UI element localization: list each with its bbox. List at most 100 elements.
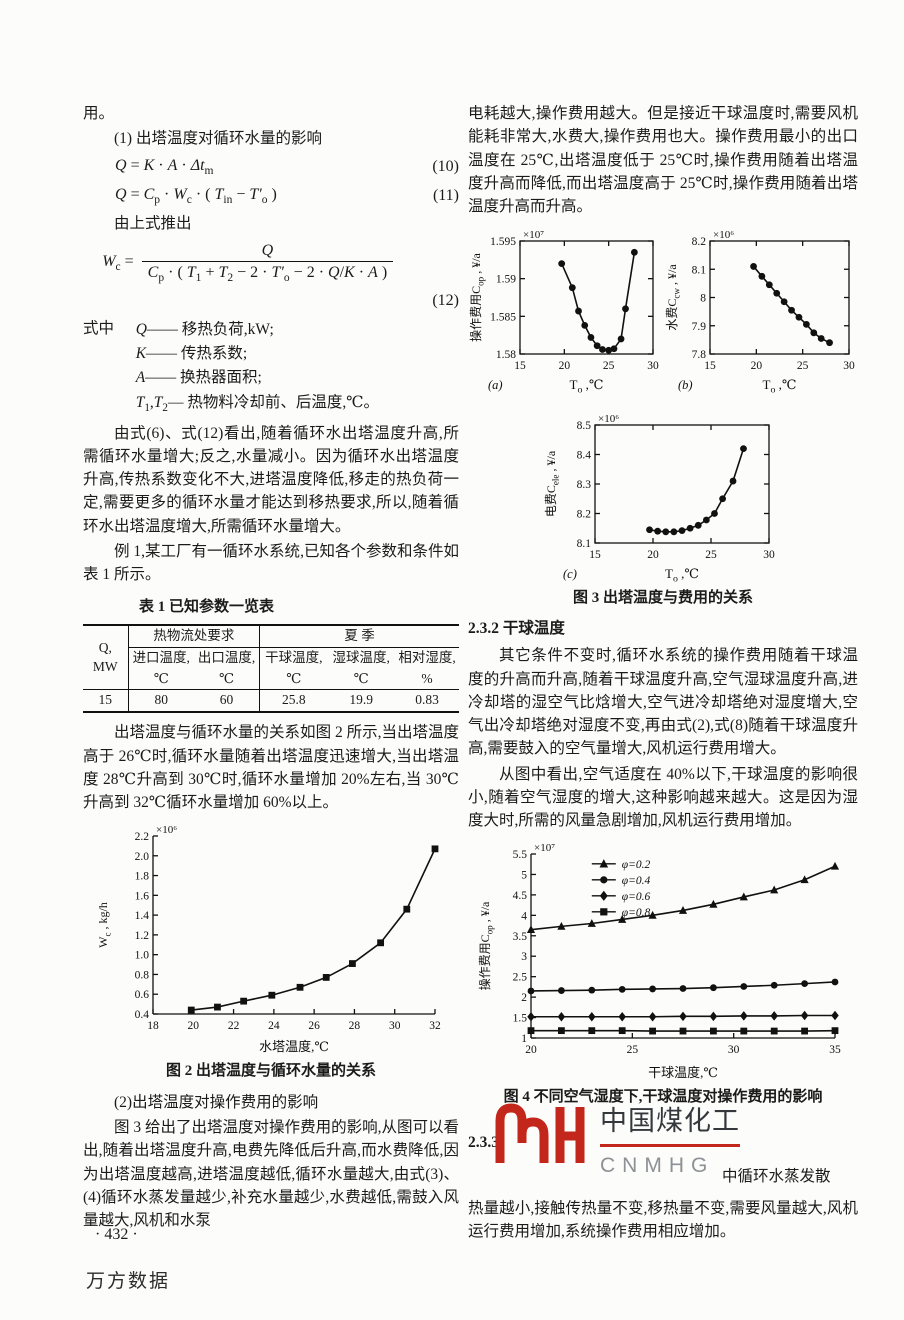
table-cell: 19.9 [349, 692, 374, 708]
figure-2-chart: 18 20 22 24 26 28 30 32 0.4 0.6 0.8 1.0 1.2 1.4 1.6 1.8… [83, 820, 459, 1058]
svg-text:8.2: 8.2 [577, 508, 592, 520]
paragraph: 例 1,某工厂有一循环水系统,已知各个参数和条件如表 1 所示。 [83, 542, 459, 584]
paragraph: 图 3 给出了出塔温度对操作费用的影响,从图可以看出,随着出塔温度升高,电费先降… [83, 1119, 459, 1230]
svg-text:To ,℃: To ,℃ [665, 566, 699, 585]
svg-text:3.5: 3.5 [513, 931, 528, 943]
table-unit: ℃ [193, 668, 261, 691]
svg-text:2: 2 [521, 992, 527, 1004]
svg-text:干球温度,℃: 干球温度,℃ [648, 1065, 718, 1080]
svg-text:5.5: 5.5 [513, 849, 528, 861]
coal-chem-logo-icon [495, 1103, 585, 1163]
svg-text:×10⁶: ×10⁶ [713, 229, 734, 241]
equation-10-body: Q = K · A · Δtm [115, 156, 214, 177]
equation-12: Wc = Q Cp · ( T1 + T2 − 2 · T′o − 2 · Q/… [102, 240, 459, 313]
svg-text:×10⁶: ×10⁶ [598, 413, 619, 425]
svg-text:4: 4 [521, 911, 527, 923]
where-label: 式中 [83, 319, 115, 337]
svg-text:20: 20 [647, 549, 659, 561]
svg-text:8.4: 8.4 [577, 449, 592, 461]
svg-text:20: 20 [751, 360, 763, 372]
section-heading-232: 2.3.2 干球温度 [468, 620, 565, 637]
paragraph: 电耗越大,操作费用越大。但是接近干球温度时,需要风机能耗非常大,水费大,操作费用… [468, 105, 858, 215]
subsection-heading-2: (2)出塔温度对操作费用的影响 [114, 1093, 319, 1111]
subsection-heading-1: (1) 出塔温度对循环水量的影响 [114, 130, 322, 148]
svg-text:24: 24 [268, 1020, 280, 1032]
watermark-title: 中国煤化工 [600, 1101, 740, 1148]
svg-text:3: 3 [521, 951, 527, 963]
equation-12-denominator: Cp · ( T1 + T2 − 2 · T′o − 2 · Q/K · A ) [141, 261, 394, 287]
svg-text:(a): (a) [488, 378, 503, 392]
paragraph: 从图中看出,空气适度在 40%以下,干球温度的影响很小,随着空气湿度的增大,这种… [468, 765, 858, 830]
svg-text:28: 28 [349, 1020, 361, 1032]
derive-line: 由上式推出 [114, 215, 192, 233]
svg-text:To ,℃: To ,℃ [763, 377, 797, 396]
symbol-def: A—— 换热器面积; [135, 369, 262, 387]
continuation-text: 用。 [83, 105, 115, 122]
svg-text:2.5: 2.5 [513, 972, 528, 984]
equation-10: Q = K · A · Δtm (10) [115, 154, 459, 180]
figure-4-caption: 图 4 不同空气湿度下,干球温度对操作费用的影响 [503, 1089, 823, 1106]
figure-4-chart: 20 25 30 35 1 1.5 2 2.5 3 3.5 4 4.5 5 5.5 ×10⁷ 干球温度,℃ 操作… [468, 838, 858, 1084]
svg-text:20: 20 [525, 1044, 537, 1056]
svg-text:8.1: 8.1 [692, 265, 707, 277]
svg-text:15: 15 [514, 360, 526, 372]
svg-text:2.0: 2.0 [135, 851, 150, 863]
figure-3a-chart: 15 20 25 30 1.58 1.585 1.59 1.595 ×10⁷ To ,℃ (a) 操作… [468, 226, 662, 403]
table-col-header: 湿球温度, [332, 649, 390, 665]
svg-text:1.595: 1.595 [490, 236, 516, 248]
svg-text:30: 30 [647, 360, 659, 372]
svg-text:操作费用Cop , ¥/a: 操作费用Cop , ¥/a [468, 253, 485, 342]
svg-text:8.2: 8.2 [692, 236, 707, 248]
svg-text:35: 35 [829, 1044, 841, 1056]
equation-11-number: (11) [432, 187, 459, 205]
obscured-line-fragment: 中循环水蒸发散 [722, 1167, 831, 1185]
table-group-header: 热物流处要求 [128, 624, 261, 648]
svg-text:0.6: 0.6 [135, 990, 150, 1002]
table-q-header: Q, MW [83, 624, 129, 691]
symbol-def: T1,T2— 热物料冷却前、后温度,℃。 [135, 393, 380, 414]
table-unit: ℃ [128, 668, 194, 691]
table-col-header: 进口温度, [132, 649, 190, 665]
svg-text:20: 20 [188, 1020, 200, 1032]
left-column: 用。 (1) 出塔温度对循环水量的影响 Q = K · A · Δtm (10)… [83, 100, 459, 1234]
table-unit: ℃ [259, 668, 328, 691]
svg-text:φ=0.2: φ=0.2 [622, 859, 651, 871]
svg-text:18: 18 [147, 1020, 159, 1032]
svg-text:30: 30 [389, 1020, 401, 1032]
svg-text:水塔温度,℃: 水塔温度,℃ [259, 1039, 329, 1054]
svg-text:φ=0.4: φ=0.4 [622, 875, 651, 887]
figure-3-top-row: 15 20 25 30 1.58 1.585 1.59 1.595 ×10⁷ To ,℃ (a) 操作… [468, 226, 858, 403]
table-cell: 60 [193, 689, 261, 713]
paragraph: 热量越小,接触传热量不变,移热量不变,需要风量越大,风机运行费用增加,系统操作费… [468, 1199, 858, 1240]
svg-text:8.5: 8.5 [577, 420, 592, 432]
table-1-caption: 表 1 已知参数一览表 [139, 599, 275, 616]
svg-text:(b): (b) [678, 378, 693, 392]
symbol-def: K—— 传热系数; [135, 345, 248, 363]
watermark-logo: 中国煤化工 CNMHG [492, 1101, 740, 1182]
svg-text:32: 32 [429, 1020, 441, 1032]
svg-text:×10⁷: ×10⁷ [523, 229, 544, 241]
figure-3b-chart: 15 20 25 30 7.8 7.9 8 8.1 8.2 ×10⁶ To ,℃ (b) 水费Ccw ,… [664, 226, 858, 403]
table-unit: % [395, 668, 459, 691]
paragraph: 出塔温度与循环水量的关系如图 2 所示,当出塔温度高于 26℃时,循环水量随着出… [83, 724, 459, 812]
svg-text:电费Cele , ¥/a: 电费Cele , ¥/a [544, 450, 560, 517]
table-col-header: 出口温度, [193, 647, 261, 669]
watermark-subtitle: CNMHG [600, 1154, 715, 1178]
svg-text:To ,℃: To ,℃ [570, 377, 604, 396]
table-cell: 15 [83, 689, 129, 713]
svg-text:25: 25 [797, 360, 809, 372]
table-cell: 80 [154, 692, 169, 708]
svg-text:φ=0.8: φ=0.8 [622, 907, 651, 919]
svg-text:7.8: 7.8 [692, 349, 707, 361]
svg-text:1: 1 [521, 1033, 527, 1045]
provider-watermark: 万方数据 [86, 1271, 171, 1292]
svg-text:8.3: 8.3 [577, 479, 592, 491]
svg-text:25: 25 [705, 549, 717, 561]
svg-text:(c): (c) [563, 567, 577, 581]
svg-text:1.585: 1.585 [490, 312, 516, 324]
equation-12-number: (12) [432, 291, 459, 309]
svg-text:1.4: 1.4 [135, 910, 150, 922]
svg-text:Wc , kg/h: Wc , kg/h [96, 903, 112, 949]
svg-text:1.0: 1.0 [135, 950, 150, 962]
